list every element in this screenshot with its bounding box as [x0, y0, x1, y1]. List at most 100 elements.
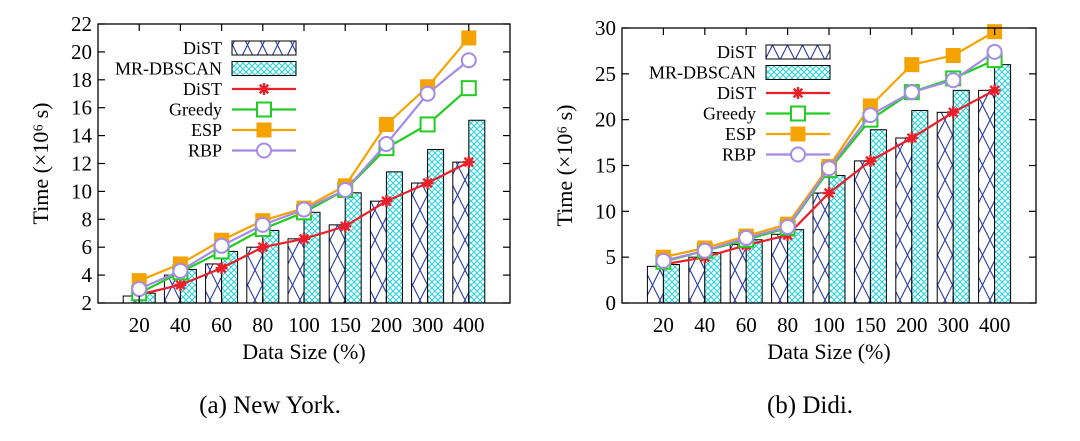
bar-mr-dbscan: [303, 211, 321, 304]
data-point-rbp: [296, 201, 312, 218]
legend-marker: [790, 146, 806, 163]
y-tick-label: 25: [595, 62, 616, 86]
x-tick-label: 80: [777, 313, 798, 337]
data-point-dist: [174, 278, 187, 291]
y-tick-label: 10: [71, 179, 92, 203]
x-tick-label: 200: [896, 313, 928, 337]
x-tick-label: 60: [211, 313, 232, 337]
legend-marker: [256, 122, 272, 138]
bar-mr-dbscan: [787, 229, 805, 304]
plot-area: 2 4 6 8 10 12 14 16 18 20 22 20 40 60 80 100 150 200 300 40…: [28, 12, 511, 364]
legend-label: Greedy: [703, 104, 756, 124]
legend-swatch: [231, 61, 297, 76]
data-point-rbp: [378, 135, 395, 152]
legend-marker: [790, 126, 806, 142]
data-point-dist: [462, 156, 475, 169]
data-point-dist: [905, 132, 918, 144]
y-tick-label: 10: [595, 199, 616, 223]
data-point-dist: [421, 177, 434, 190]
data-point-dist: [215, 262, 228, 275]
data-point-rbp: [862, 107, 879, 124]
bar-dist: [369, 200, 387, 304]
y-tick-label: 20: [71, 40, 92, 64]
data-point-rbp: [460, 52, 477, 69]
data-point-dist: [823, 187, 835, 199]
legend-marker: [792, 87, 804, 99]
data-point-esp: [945, 48, 961, 63]
x-tick-label: 200: [371, 313, 403, 337]
legend-label: Greedy: [169, 100, 222, 120]
data-point-rbp: [738, 229, 755, 246]
bar-mr-dbscan: [952, 89, 970, 304]
data-point-dist: [988, 84, 1001, 97]
y-tick-label: 22: [71, 12, 92, 36]
x-tick-label: 400: [453, 313, 485, 337]
y-tick-label: 18: [71, 68, 92, 92]
x-tick-label: 300: [937, 313, 969, 337]
chart-didi: 0 5 10 15 20 25 30 20 40 60 80 100 150 200 300 400 Data …: [552, 16, 1037, 364]
legend-label: MR-DBSCAN: [115, 59, 222, 79]
y-tick-label: 8: [82, 207, 93, 231]
legend-marker: [790, 105, 806, 122]
y-tick-label: 0: [606, 291, 617, 315]
data-point-rbp: [213, 237, 230, 254]
chart-panel-didi: 0 5 10 15 20 25 30 20 40 60 80 100 150 200 300 400 Data …: [540, 0, 1080, 441]
bar-dist: [936, 111, 954, 304]
caption-new-york: (a) New York.: [199, 392, 341, 419]
data-point-rbp: [655, 252, 672, 269]
bar-dist: [246, 246, 264, 304]
legend-label: RBP: [722, 145, 756, 165]
bar-dist: [411, 182, 429, 304]
bar-dist: [771, 233, 789, 304]
bar-mr-dbscan: [994, 64, 1012, 304]
x-tick-label: 20: [129, 313, 150, 337]
x-tick-label: 300: [412, 313, 444, 337]
data-point-dist: [380, 195, 393, 208]
bar-mr-dbscan: [385, 171, 403, 304]
legend-label: DiST: [717, 83, 756, 103]
x-tick-label: 150: [329, 313, 361, 337]
y-tick-label: 12: [71, 152, 92, 176]
x-tick-label: 40: [170, 313, 191, 337]
legend-label: DiST: [717, 42, 756, 62]
legend-label: ESP: [191, 120, 222, 140]
bar-dist: [452, 161, 470, 304]
y-tick-label: 30: [595, 16, 616, 40]
y-tick-label: 2: [82, 291, 93, 315]
data-point-rbp: [986, 43, 1003, 60]
chart-panel-new-york: 2 4 6 8 10 12 14 16 18 20 22 20 40 60 80 100 150 200 300 40…: [28, 12, 511, 419]
bar-dist: [812, 192, 830, 304]
bar-mr-dbscan: [468, 119, 486, 304]
y-tick-label: 6: [82, 235, 93, 259]
data-point-greedy: [460, 80, 477, 97]
legend-label: MR-DBSCAN: [649, 63, 756, 83]
data-point-dist: [298, 232, 310, 245]
data-point-rbp: [821, 160, 837, 177]
y-axis-label: Time (×10⁶ s): [28, 103, 53, 225]
data-point-rbp: [172, 262, 189, 279]
legend-label: ESP: [725, 124, 756, 144]
x-tick-label: 80: [252, 313, 273, 337]
bar-dist: [287, 238, 305, 304]
legend-marker: [256, 101, 272, 118]
bar-dist: [895, 137, 913, 304]
x-tick-label: 60: [736, 313, 757, 337]
data-point-esp: [461, 30, 477, 46]
bar-mr-dbscan: [344, 192, 362, 304]
legend-marker: [256, 142, 272, 159]
y-tick-label: 15: [595, 154, 616, 178]
data-point-rbp: [419, 85, 436, 102]
x-tick-label: 100: [288, 313, 320, 337]
legend-label: DiST: [183, 79, 222, 99]
bar-mr-dbscan: [427, 149, 445, 304]
chart-new-york: 2 4 6 8 10 12 14 16 18 20 22 20 40 60 80 100 150 200 300 40…: [28, 12, 511, 364]
y-tick-label: 16: [71, 96, 92, 120]
bar-dist: [646, 265, 664, 304]
bar-dist: [978, 89, 996, 304]
x-tick-label: 100: [813, 313, 845, 337]
bar-dist: [853, 160, 871, 304]
data-point-dist: [256, 241, 269, 254]
y-tick-label: 5: [606, 245, 617, 269]
